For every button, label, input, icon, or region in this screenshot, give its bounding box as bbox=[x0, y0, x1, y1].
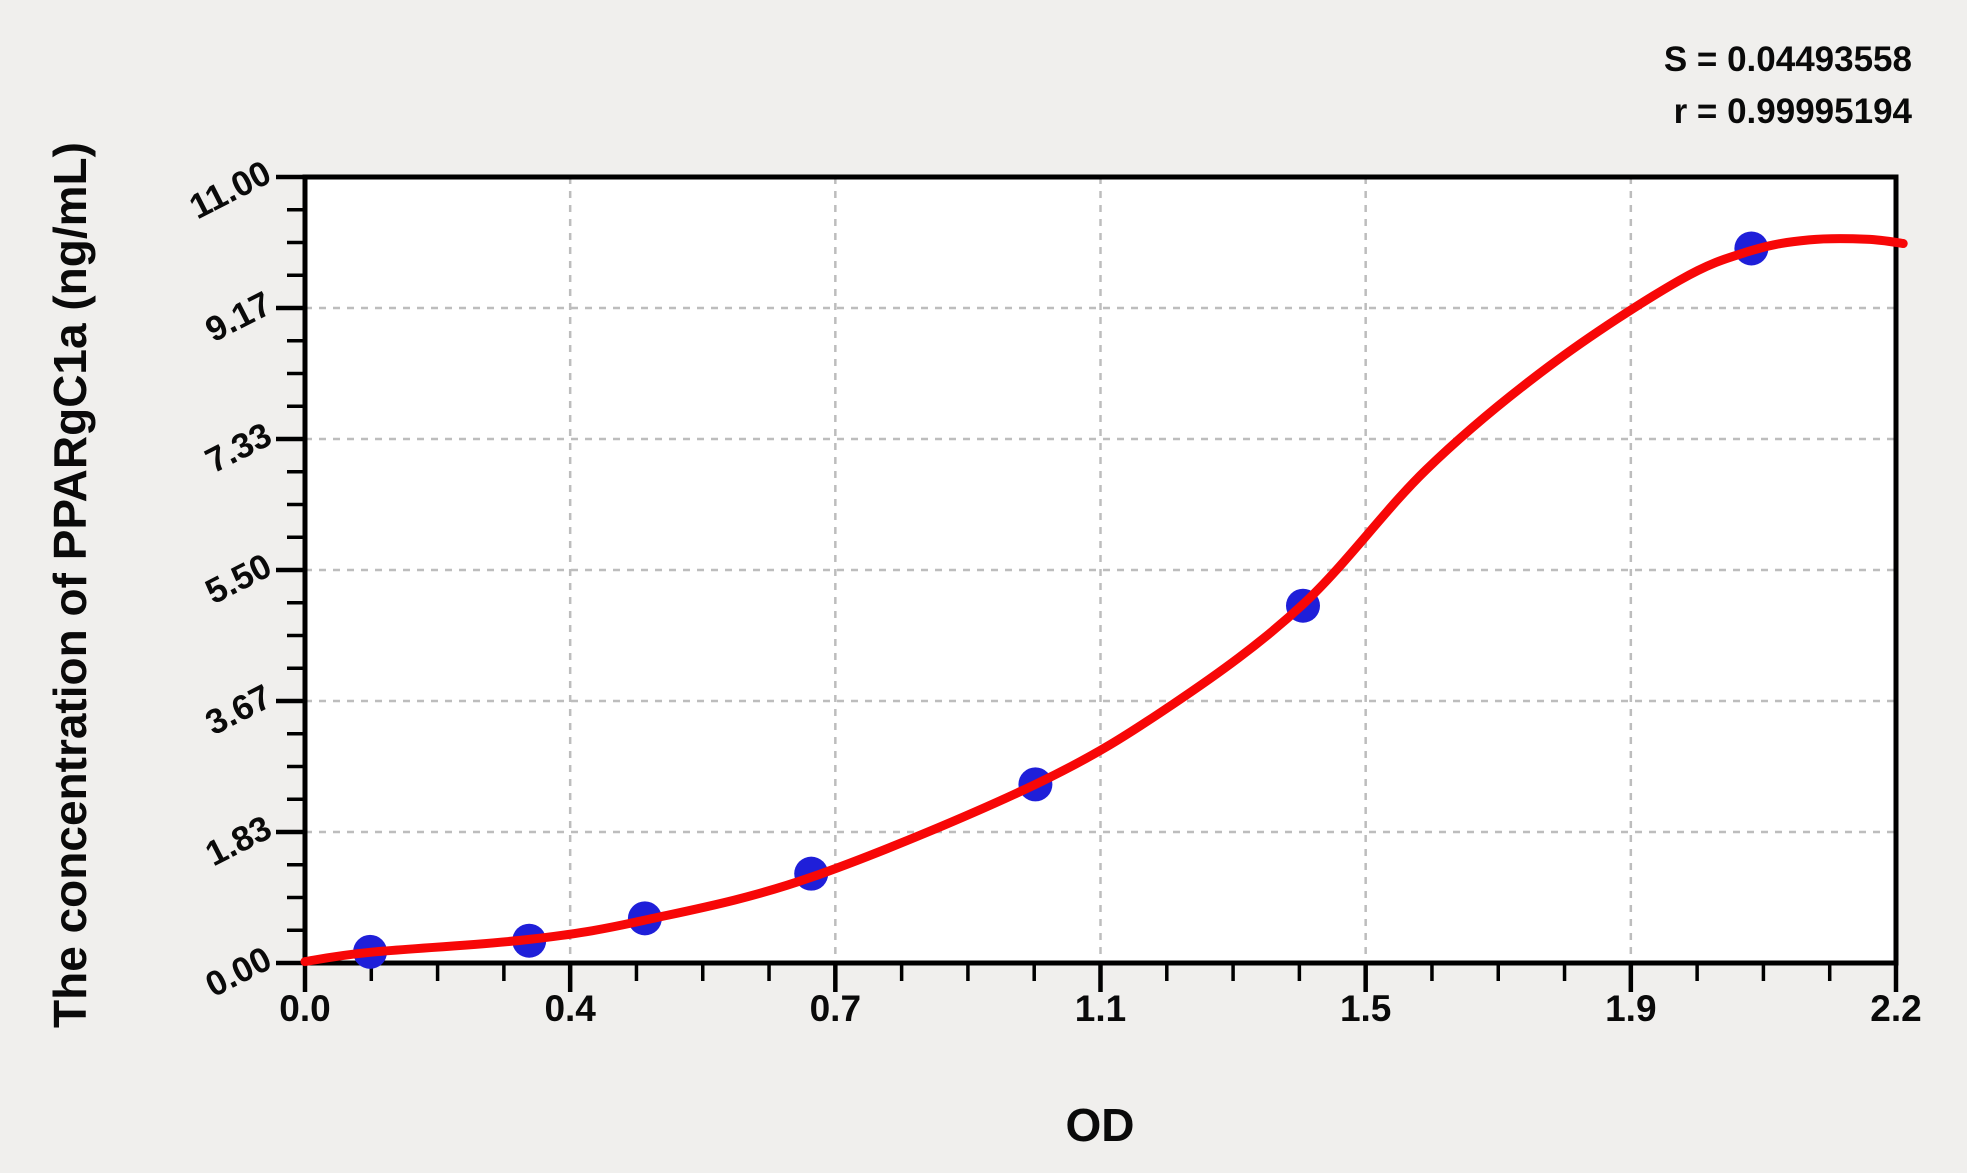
x-tick-label: 0.0 bbox=[279, 988, 331, 1029]
y-axis-title: The concentration of PPARgC1a (ng/mL) bbox=[44, 142, 96, 1028]
x-tick-label: 1.1 bbox=[1074, 988, 1127, 1029]
x-tick-label: 0.7 bbox=[809, 988, 862, 1029]
stat-s-value: S = 0.04493558 bbox=[1663, 40, 1912, 79]
x-tick-label: 2.2 bbox=[1870, 988, 1922, 1029]
fit-curve bbox=[300, 234, 1908, 967]
plot-border bbox=[302, 174, 1899, 966]
x-tick-label: 0.4 bbox=[544, 988, 596, 1029]
x-tick-label: 1.5 bbox=[1339, 988, 1392, 1029]
x-tick-label: 1.9 bbox=[1605, 988, 1657, 1029]
fit-statistics: S = 0.04493558 r = 0.99995194 bbox=[1664, 34, 1912, 138]
stat-r-value: r = 0.99995194 bbox=[1673, 92, 1912, 131]
x-axis-title: OD bbox=[1065, 1099, 1135, 1151]
